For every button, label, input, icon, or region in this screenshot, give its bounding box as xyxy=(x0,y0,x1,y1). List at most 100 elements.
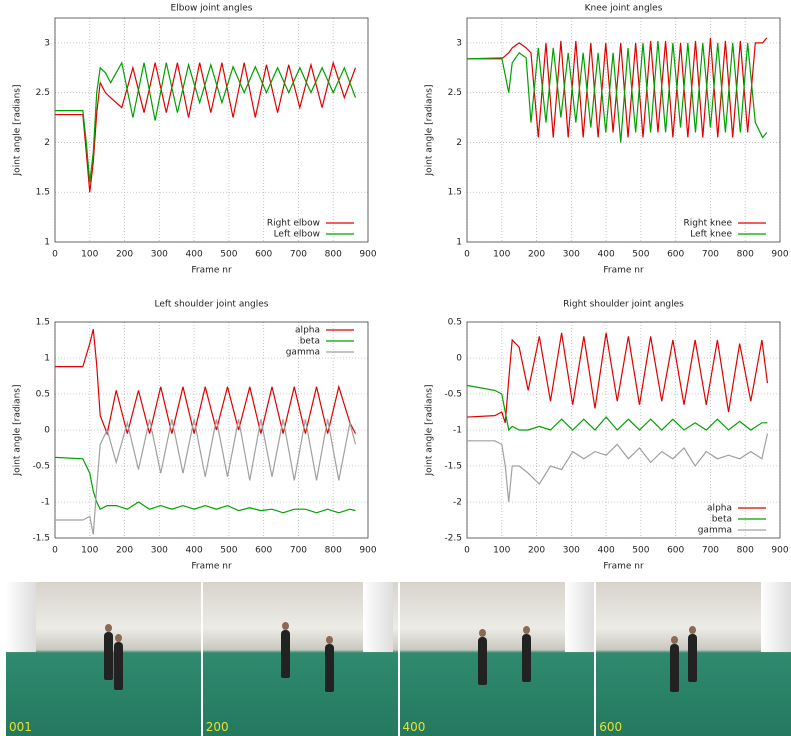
y-tick-label: 0.5 xyxy=(448,318,462,328)
x-tick-label: 100 xyxy=(493,250,510,260)
video-frame: 001 xyxy=(6,582,201,736)
y-tick-label: -0.5 xyxy=(32,462,50,472)
legend-label: Left knee xyxy=(690,230,732,240)
y-axis-label: Joint angle [radians] xyxy=(13,385,23,477)
y-tick-label: 1.5 xyxy=(448,188,462,198)
x-tick-label: 800 xyxy=(325,546,342,556)
x-tick-label: 0 xyxy=(52,250,58,260)
legend-label: gamma xyxy=(286,348,320,358)
x-tick-label: 600 xyxy=(255,546,272,556)
x-axis-label: Frame nr xyxy=(603,266,644,276)
data-line xyxy=(55,60,357,193)
y-tick-label: 3 xyxy=(44,38,50,48)
y-tick-label: 2.5 xyxy=(448,88,462,98)
x-tick-label: 0 xyxy=(464,250,470,260)
chart-title: Left shoulder joint angles xyxy=(155,300,269,310)
y-tick-label: -1.5 xyxy=(444,462,462,472)
x-tick-label: 600 xyxy=(667,250,684,260)
legend-label: Right elbow xyxy=(267,219,320,229)
chart-title: Elbow joint angles xyxy=(171,4,253,14)
x-tick-label: 500 xyxy=(220,250,237,260)
data-line xyxy=(55,61,357,183)
x-tick-label: 400 xyxy=(598,546,615,556)
video-frame: 400 xyxy=(399,582,595,736)
x-tick-label: 400 xyxy=(598,250,615,260)
data-line xyxy=(55,329,357,436)
x-tick-label: 200 xyxy=(116,546,133,556)
x-tick-label: 300 xyxy=(563,250,580,260)
x-tick-label: 600 xyxy=(667,546,684,556)
y-tick-label: 0 xyxy=(456,354,462,364)
y-tick-label: -1 xyxy=(453,426,462,436)
x-tick-label: 500 xyxy=(220,546,237,556)
x-tick-label: 300 xyxy=(151,546,168,556)
x-tick-label: 500 xyxy=(632,250,649,260)
frame-label: 400 xyxy=(402,720,426,734)
legend-label: gamma xyxy=(698,526,732,536)
y-tick-label: 1 xyxy=(456,238,462,248)
plot-frame xyxy=(466,321,781,539)
x-tick-label: 600 xyxy=(255,250,272,260)
x-tick-label: 400 xyxy=(186,250,203,260)
x-tick-label: 100 xyxy=(81,250,98,260)
x-tick-label: 500 xyxy=(632,546,649,556)
y-tick-label: 1 xyxy=(44,238,50,248)
y-tick-label: -1 xyxy=(41,498,50,508)
y-tick-label: -2 xyxy=(453,498,462,508)
x-tick-label: 0 xyxy=(464,546,470,556)
legend-label: alpha xyxy=(295,326,320,336)
x-tick-label: 900 xyxy=(771,546,788,556)
data-line xyxy=(467,433,769,503)
video-frame: 600 xyxy=(596,582,791,736)
x-axis-label: Frame nr xyxy=(191,562,232,572)
x-tick-label: 100 xyxy=(493,546,510,556)
x-tick-label: 900 xyxy=(359,546,376,556)
frame-label: 200 xyxy=(205,720,229,734)
legend-label: alpha xyxy=(707,504,732,514)
data-line xyxy=(466,384,768,432)
legend-label: beta xyxy=(300,337,320,347)
x-tick-label: 300 xyxy=(563,546,580,556)
plot-frame xyxy=(466,17,781,243)
plot-frame xyxy=(54,17,369,243)
frame-strip: 001 200 400 600 xyxy=(6,582,791,736)
y-tick-label: 2 xyxy=(44,138,50,148)
data-line xyxy=(466,332,769,423)
legend-label: beta xyxy=(712,515,732,525)
y-tick-label: 1.5 xyxy=(36,188,50,198)
x-axis-label: Frame nr xyxy=(191,266,232,276)
x-tick-label: 100 xyxy=(81,546,98,556)
y-axis-label: Joint angle [radians] xyxy=(425,385,435,477)
y-axis-label: Joint angle [radians] xyxy=(13,85,23,177)
y-tick-label: -2.5 xyxy=(444,534,462,544)
x-tick-label: 0 xyxy=(52,546,58,556)
x-tick-label: 300 xyxy=(151,250,168,260)
x-tick-label: 700 xyxy=(290,250,307,260)
x-tick-label: 200 xyxy=(528,250,545,260)
x-tick-label: 900 xyxy=(359,250,376,260)
y-tick-label: 3 xyxy=(456,38,462,48)
chart-title: Knee joint angles xyxy=(585,4,663,14)
x-tick-label: 200 xyxy=(528,546,545,556)
y-tick-label: -0.5 xyxy=(444,390,462,400)
x-tick-label: 800 xyxy=(737,546,754,556)
x-tick-label: 700 xyxy=(702,250,719,260)
video-frame: 200 xyxy=(202,582,398,736)
chart-title: Right shoulder joint angles xyxy=(563,300,684,310)
x-axis-label: Frame nr xyxy=(603,562,644,572)
x-tick-label: 800 xyxy=(325,250,342,260)
y-tick-label: 2.5 xyxy=(36,88,50,98)
data-line xyxy=(55,419,357,535)
y-tick-label: 0.5 xyxy=(36,390,50,400)
legend-label: Left elbow xyxy=(274,230,320,240)
x-tick-label: 700 xyxy=(702,546,719,556)
y-tick-label: 1.5 xyxy=(36,318,50,328)
frame-label: 600 xyxy=(599,720,623,734)
y-tick-label: 2 xyxy=(456,138,462,148)
y-axis-label: Joint angle [radians] xyxy=(425,85,435,177)
data-line xyxy=(466,40,768,143)
plot-frame xyxy=(54,321,369,539)
x-tick-label: 900 xyxy=(771,250,788,260)
x-tick-label: 800 xyxy=(737,250,754,260)
